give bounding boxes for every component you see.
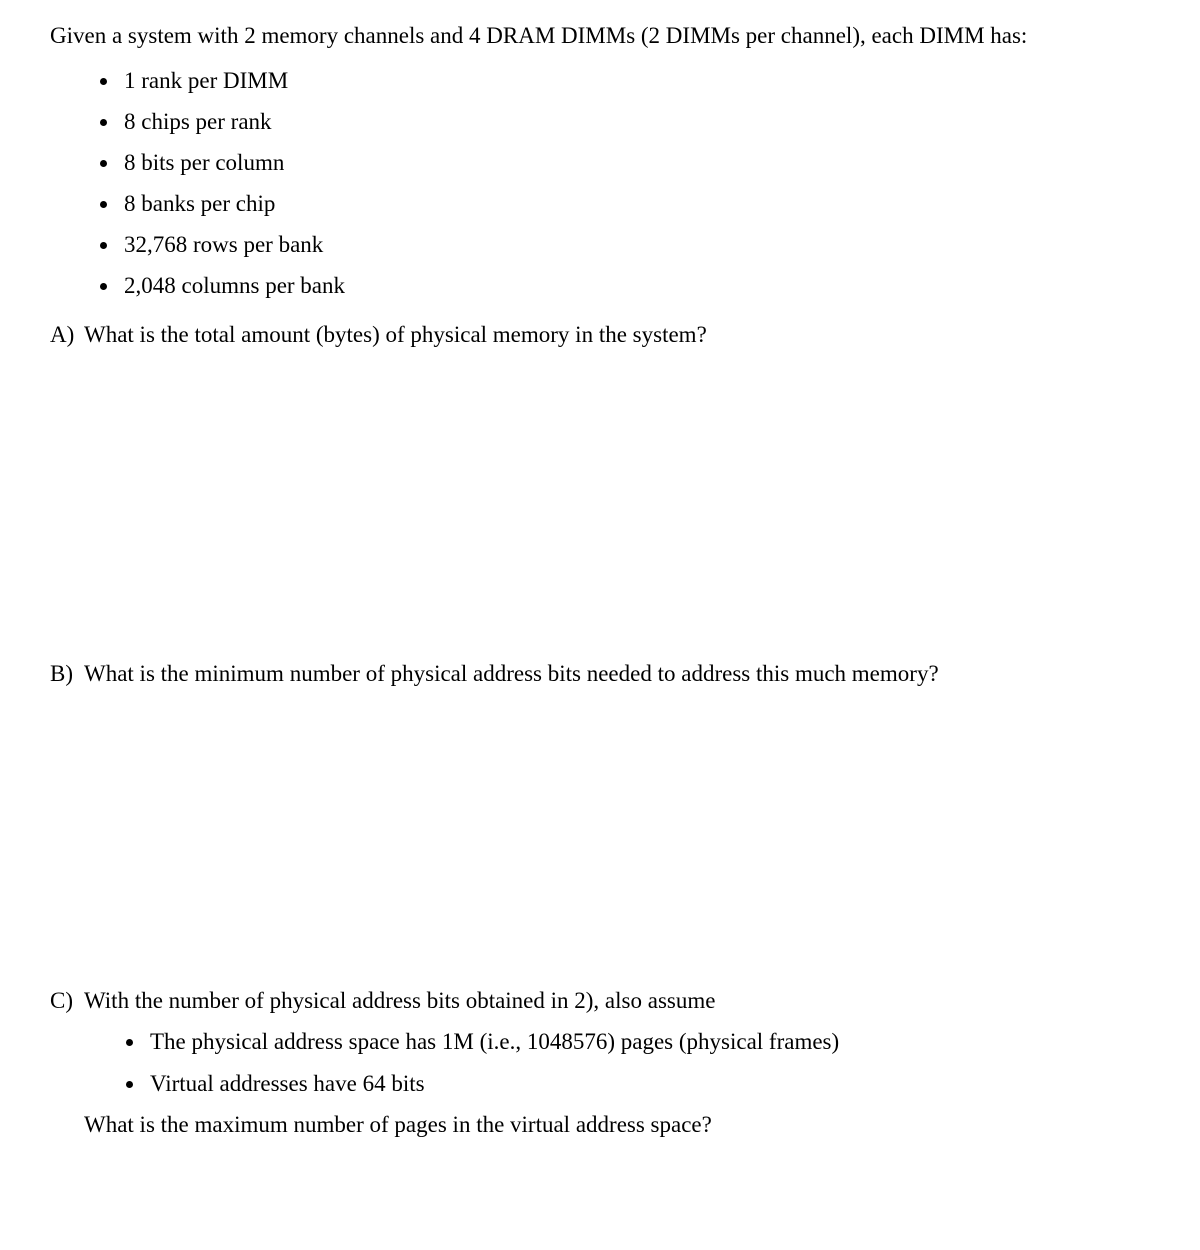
list-item: 1 rank per DIMM [120, 65, 1150, 96]
list-item: 8 banks per chip [120, 188, 1150, 219]
part-B-label: B) [50, 658, 84, 689]
list-item: The physical address space has 1M (i.e.,… [146, 1026, 1150, 1057]
part-C-assumptions: The physical address space has 1M (i.e.,… [84, 1026, 1150, 1098]
part-A-question: What is the total amount (bytes) of phys… [84, 319, 1150, 350]
part-A-label: A) [50, 319, 84, 350]
intro-text: Given a system with 2 memory channels an… [50, 20, 1150, 51]
list-item: 8 chips per rank [120, 106, 1150, 137]
part-C-body: With the number of physical address bits… [84, 985, 1150, 1139]
part-A: A) What is the total amount (bytes) of p… [50, 319, 1150, 350]
part-C-label: C) [50, 985, 84, 1016]
part-B-question: What is the minimum number of physical a… [84, 658, 1150, 689]
part-B: B) What is the minimum number of physica… [50, 658, 1150, 689]
list-item: 2,048 columns per bank [120, 270, 1150, 301]
part-C-question: What is the maximum number of pages in t… [84, 1109, 1150, 1140]
part-C-intro: With the number of physical address bits… [84, 985, 1150, 1016]
list-item: Virtual addresses have 64 bits [146, 1068, 1150, 1099]
spec-list: 1 rank per DIMM 8 chips per rank 8 bits … [50, 65, 1150, 301]
list-item: 32,768 rows per bank [120, 229, 1150, 260]
list-item: 8 bits per column [120, 147, 1150, 178]
part-C: C) With the number of physical address b… [50, 985, 1150, 1139]
page: Given a system with 2 memory channels an… [0, 0, 1200, 1250]
